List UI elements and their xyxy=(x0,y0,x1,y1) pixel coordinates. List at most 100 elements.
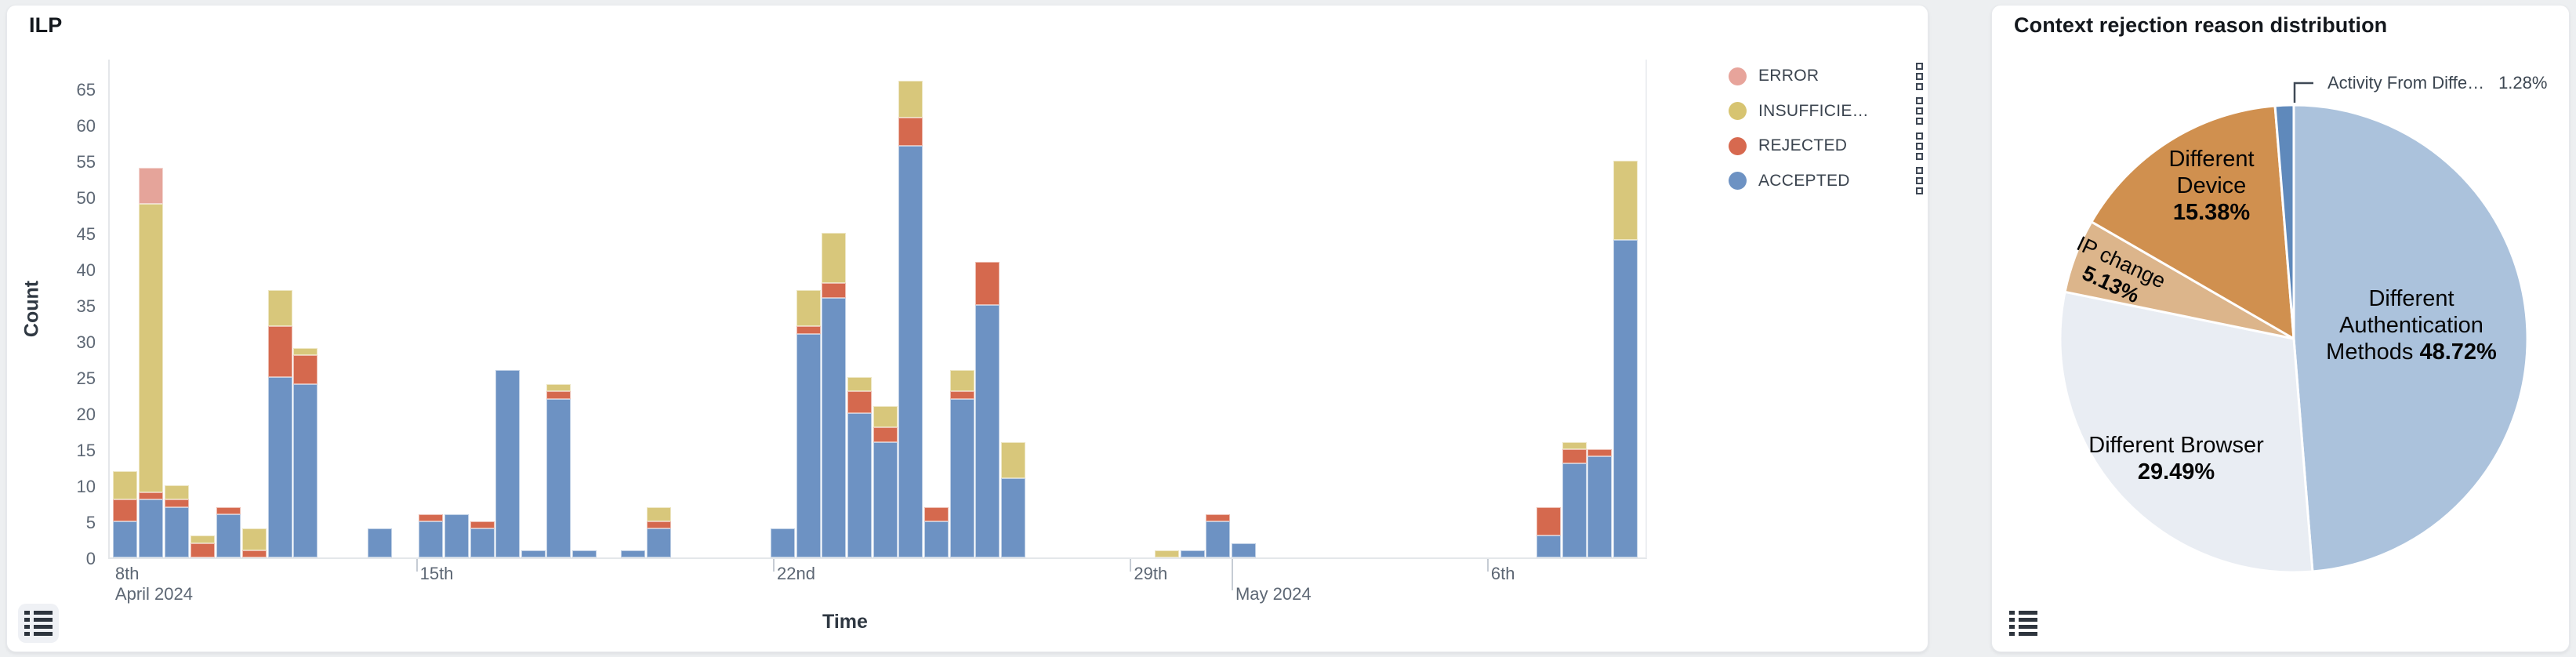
bar-segment-insufficient[interactable] xyxy=(267,290,292,327)
bar-segment-rejected[interactable] xyxy=(138,492,163,500)
bar-segment-accepted[interactable] xyxy=(164,506,189,557)
pie-slice[interactable] xyxy=(2090,104,2295,340)
bar-segment-rejected[interactable] xyxy=(646,521,671,529)
bar-segment-insufficient[interactable] xyxy=(138,203,163,493)
bar-segment-rejected[interactable] xyxy=(267,326,292,377)
bar-stack[interactable] xyxy=(216,506,241,557)
bar-stack[interactable] xyxy=(898,81,923,557)
bar-stack[interactable] xyxy=(923,506,949,557)
bar-segment-rejected[interactable] xyxy=(470,521,495,529)
legend-menu-icon[interactable] xyxy=(1914,165,1925,196)
bar-segment-accepted[interactable] xyxy=(571,550,597,557)
bar-segment-rejected[interactable] xyxy=(419,514,444,521)
data-table-toggle-button[interactable] xyxy=(18,604,59,643)
bar-segment-accepted[interactable] xyxy=(138,499,163,557)
bar-segment-insufficient[interactable] xyxy=(898,81,923,118)
bar-segment-accepted[interactable] xyxy=(368,528,393,557)
bar-stack[interactable] xyxy=(873,405,898,557)
bar-segment-accepted[interactable] xyxy=(620,550,645,557)
bar-segment-accepted[interactable] xyxy=(1613,239,1638,557)
bar-segment-rejected[interactable] xyxy=(923,506,949,521)
bar-segment-insufficient[interactable] xyxy=(1155,550,1180,557)
bar-segment-accepted[interactable] xyxy=(419,521,444,557)
bar-segment-accepted[interactable] xyxy=(293,384,318,557)
bar-stack[interactable] xyxy=(241,528,267,557)
bar-stack[interactable] xyxy=(419,514,444,557)
bar-stack[interactable] xyxy=(1587,448,1613,557)
legend-item-error[interactable]: ERROR xyxy=(1729,59,1925,93)
bar-segment-rejected[interactable] xyxy=(822,283,847,298)
bar-segment-accepted[interactable] xyxy=(267,376,292,557)
data-table-toggle-button[interactable] xyxy=(2003,604,2044,643)
bar-segment-accepted[interactable] xyxy=(646,528,671,557)
bar-segment-rejected[interactable] xyxy=(1587,448,1613,457)
bar-stack[interactable] xyxy=(164,485,189,557)
bar-stack[interactable] xyxy=(1155,550,1180,557)
bar-segment-accepted[interactable] xyxy=(112,521,137,557)
pie-slice[interactable] xyxy=(2273,103,2295,340)
bar-segment-insufficient[interactable] xyxy=(293,348,318,356)
bar-stack[interactable] xyxy=(1181,550,1206,557)
bar-segment-rejected[interactable] xyxy=(1537,506,1562,536)
bar-segment-rejected[interactable] xyxy=(898,117,923,147)
bar-stack[interactable] xyxy=(620,550,645,557)
bar-segment-accepted[interactable] xyxy=(1587,456,1613,557)
bar-segment-insufficient[interactable] xyxy=(1613,160,1638,240)
bar-stack[interactable] xyxy=(571,550,597,557)
bar-segment-insufficient[interactable] xyxy=(796,290,822,327)
bar-segment-insufficient[interactable] xyxy=(646,506,671,521)
bar-stack[interactable] xyxy=(112,470,137,557)
bar-segment-insufficient[interactable] xyxy=(822,232,847,284)
bar-segment-accepted[interactable] xyxy=(898,146,923,557)
bar-segment-accepted[interactable] xyxy=(1181,550,1206,557)
bar-stack[interactable] xyxy=(847,376,873,557)
bar-stack[interactable] xyxy=(138,167,163,557)
bar-segment-accepted[interactable] xyxy=(923,521,949,557)
bar-segment-accepted[interactable] xyxy=(1000,477,1025,557)
bar-stack[interactable] xyxy=(822,232,847,557)
bar-stack[interactable] xyxy=(293,348,318,557)
bar-segment-rejected[interactable] xyxy=(164,499,189,507)
bar-segment-insufficient[interactable] xyxy=(949,369,974,392)
bar-stack[interactable] xyxy=(771,528,796,557)
bar-segment-rejected[interactable] xyxy=(241,550,267,557)
bar-segment-accepted[interactable] xyxy=(949,398,974,557)
legend-item-insufficient[interactable]: INSUFFICIE… xyxy=(1729,94,1925,129)
bar-segment-accepted[interactable] xyxy=(521,550,546,557)
bar-segment-accepted[interactable] xyxy=(470,528,495,557)
bar-segment-accepted[interactable] xyxy=(546,398,571,557)
bar-segment-accepted[interactable] xyxy=(1562,463,1587,557)
bar-stack[interactable] xyxy=(495,369,520,557)
bar-segment-rejected[interactable] xyxy=(974,261,1000,305)
bar-segment-insufficient[interactable] xyxy=(847,376,873,392)
bar-stack[interactable] xyxy=(190,535,215,557)
bar-segment-rejected[interactable] xyxy=(546,391,571,399)
pie-slice[interactable] xyxy=(2292,103,2529,573)
bar-segment-rejected[interactable] xyxy=(796,326,822,334)
bar-stack[interactable] xyxy=(646,506,671,557)
bar-segment-accepted[interactable] xyxy=(1232,543,1256,557)
bar-segment-accepted[interactable] xyxy=(796,333,822,557)
bar-segment-accepted[interactable] xyxy=(216,514,241,557)
bar-stack[interactable] xyxy=(796,290,822,557)
bar-segment-rejected[interactable] xyxy=(1562,448,1587,464)
legend-item-accepted[interactable]: ACCEPTED xyxy=(1729,164,1925,198)
bar-segment-rejected[interactable] xyxy=(949,391,974,399)
bar-segment-insufficient[interactable] xyxy=(241,528,267,550)
bar-stack[interactable] xyxy=(1562,441,1587,557)
bar-segment-accepted[interactable] xyxy=(495,369,520,557)
bar-segment-accepted[interactable] xyxy=(444,514,469,557)
legend-item-rejected[interactable]: REJECTED xyxy=(1729,129,1925,163)
bar-stack[interactable] xyxy=(1206,514,1231,557)
bar-segment-insufficient[interactable] xyxy=(112,470,137,500)
bar-stack[interactable] xyxy=(521,550,546,557)
bar-segment-accepted[interactable] xyxy=(847,412,873,557)
bar-stack[interactable] xyxy=(267,290,292,557)
bar-segment-rejected[interactable] xyxy=(112,499,137,521)
bar-segment-accepted[interactable] xyxy=(1206,521,1231,557)
bar-segment-accepted[interactable] xyxy=(822,297,847,557)
bar-segment-accepted[interactable] xyxy=(873,441,898,557)
bar-stack[interactable] xyxy=(546,384,571,557)
bar-segment-insufficient[interactable] xyxy=(873,405,898,428)
bar-stack[interactable] xyxy=(949,369,974,557)
